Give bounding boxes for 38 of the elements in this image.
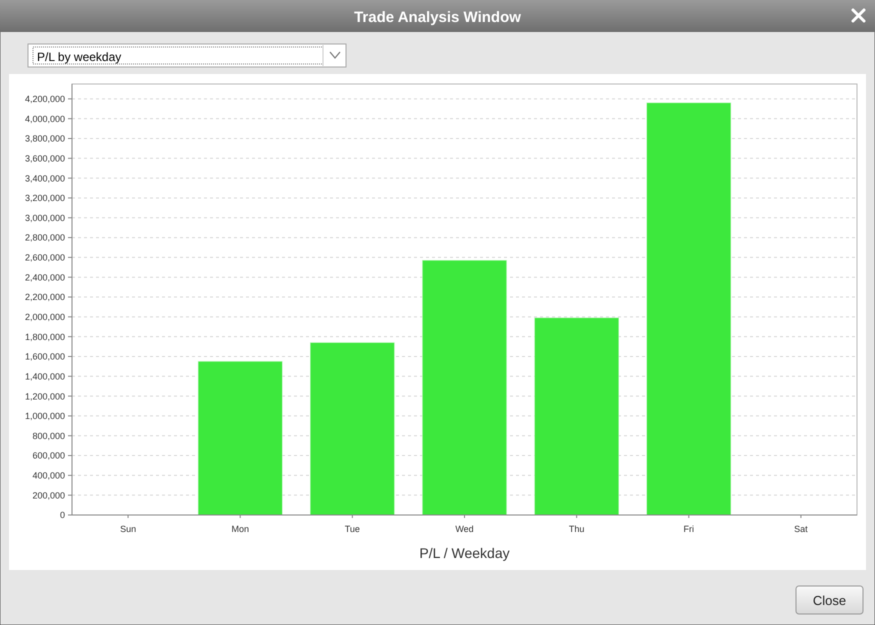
y-tick-label: 2,400,000 (24, 272, 65, 282)
x-tick-label: Sat (794, 524, 808, 534)
bar (198, 361, 283, 516)
y-tick-label: 1,400,000 (24, 371, 65, 382)
y-tick-label: 1,800,000 (24, 332, 65, 342)
x-tick-label: Thu (568, 524, 584, 534)
x-tick-label: Fri (684, 524, 694, 534)
y-tick-label: 4,000,000 (24, 114, 65, 124)
x-tick-label: Mon (231, 524, 249, 534)
y-tick-label: 800,000 (32, 430, 65, 441)
y-tick-label: 1,000,000 (24, 411, 65, 422)
y-tick-label: 3,600,000 (24, 153, 65, 164)
y-tick-label: 2,800,000 (24, 232, 65, 243)
bar (422, 260, 507, 516)
x-tick-label: Wed (455, 524, 474, 534)
y-tick-label: 1,200,000 (24, 391, 65, 402)
bar (310, 342, 395, 516)
text: Close (812, 593, 846, 608)
y-tick-label: 400,000 (32, 470, 65, 481)
bar (646, 102, 732, 516)
y-tick-label: 3,000,000 (24, 212, 65, 223)
bar (534, 318, 619, 516)
x-tick-label: Sun (120, 524, 136, 534)
x-axis-title: P/L / Weekday (419, 545, 510, 561)
y-tick-label: 2,000,000 (24, 312, 65, 322)
chart-title: Trade Analysis Window (354, 9, 522, 26)
y-tick-label: 3,200,000 (24, 193, 65, 204)
y-tick-label: 2,600,000 (24, 252, 65, 263)
y-tick-label: 1,600,000 (24, 352, 65, 362)
y-tick-label: 200,000 (32, 490, 65, 500)
y-tick-label: 3,400,000 (24, 173, 65, 184)
y-tick-label: 4,200,000 (24, 94, 65, 104)
y-tick-label: 600,000 (32, 450, 65, 461)
y-tick-label: 2,200,000 (24, 292, 65, 302)
x-tick-label: Tue (344, 524, 360, 534)
y-tick-label: 0 (60, 510, 65, 520)
chart-subtitle: P/L by weekday (37, 50, 122, 64)
y-tick-label: 3,800,000 (24, 134, 65, 144)
